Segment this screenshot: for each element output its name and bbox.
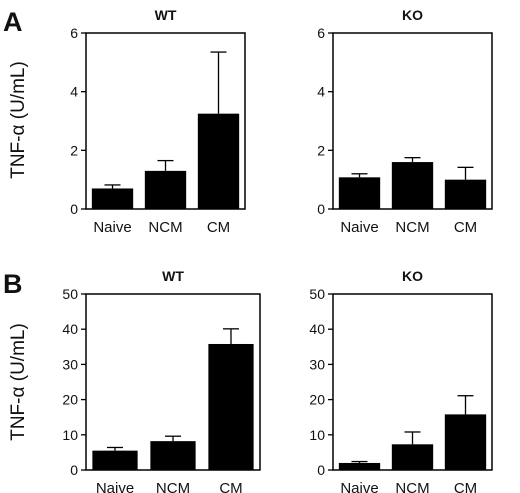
y-tick-label: 30 xyxy=(309,356,325,372)
y-tick-label: 40 xyxy=(62,321,78,337)
chart-a-ko: KO 0 2 4 6 Naive NCM CM xyxy=(317,7,493,236)
chart-b-wt: WT 0 10 20 30 40 50 Naive NCM CM xyxy=(62,268,261,493)
category-label: CM xyxy=(454,219,477,236)
chart-title: KO xyxy=(402,7,423,23)
y-axis-label-a: TNF-α (U/mL) xyxy=(8,61,29,179)
category-label: Naive xyxy=(96,480,134,493)
y-tick-label: 6 xyxy=(70,25,78,41)
plot-frame xyxy=(332,293,493,471)
y-tick-label: 20 xyxy=(309,392,325,408)
bar-naive xyxy=(338,177,381,209)
category-label: Naive xyxy=(340,219,378,236)
category-label: CM xyxy=(454,480,477,493)
category-label: CM xyxy=(207,219,230,236)
plot-frame xyxy=(85,32,246,210)
y-tick-label: 4 xyxy=(70,84,78,100)
y-tick-label: 0 xyxy=(70,201,78,217)
y-axis-label-b: TNF-α (U/mL) xyxy=(8,323,29,441)
y-tick-label: 20 xyxy=(62,392,78,408)
y-tick-label: 10 xyxy=(62,427,78,443)
chart-title: WT xyxy=(155,7,177,23)
bar-naive xyxy=(91,188,134,209)
y-tick-label: 40 xyxy=(309,321,325,337)
bar-naive xyxy=(92,450,138,470)
y-tick-label: 50 xyxy=(309,286,325,302)
y-tick-label: 0 xyxy=(70,462,78,478)
category-label: Naive xyxy=(93,219,131,236)
category-label: NCM xyxy=(156,480,190,493)
bar-cm xyxy=(208,343,254,470)
bar-ncm xyxy=(150,441,196,470)
category-label: Naive xyxy=(340,480,378,493)
y-tick-label: 30 xyxy=(62,356,78,372)
category-label: NCM xyxy=(148,219,182,236)
category-label: CM xyxy=(219,480,242,493)
chart-b-ko: KO 0 10 20 30 40 50 Naive NCM CM xyxy=(309,268,493,493)
y-tick-label: 10 xyxy=(309,427,325,443)
bar-cm xyxy=(444,179,487,209)
bar-naive xyxy=(338,462,381,470)
chart-a-wt: WT 0 2 4 6 Naive NCM CM xyxy=(70,7,246,236)
panel-label-b: B xyxy=(3,269,23,299)
y-tick-label: 4 xyxy=(317,84,325,100)
y-tick-label: 6 xyxy=(317,25,325,41)
y-tick-label: 2 xyxy=(70,142,78,158)
panel-label-a: A xyxy=(3,7,23,37)
category-label: NCM xyxy=(395,480,429,493)
chart-title: WT xyxy=(162,268,184,284)
y-tick-label: 0 xyxy=(317,462,325,478)
chart-title: KO xyxy=(402,268,423,284)
plot-frame xyxy=(85,293,261,471)
y-tick-label: 2 xyxy=(317,142,325,158)
y-tick-label: 0 xyxy=(317,201,325,217)
bar-ncm xyxy=(144,170,187,209)
category-label: NCM xyxy=(395,219,429,236)
bar-ncm xyxy=(391,162,434,209)
y-tick-label: 50 xyxy=(62,286,78,302)
bar-cm xyxy=(197,113,240,209)
plot-frame xyxy=(332,32,493,210)
bar-ncm xyxy=(391,444,434,470)
bar-cm xyxy=(444,414,487,470)
